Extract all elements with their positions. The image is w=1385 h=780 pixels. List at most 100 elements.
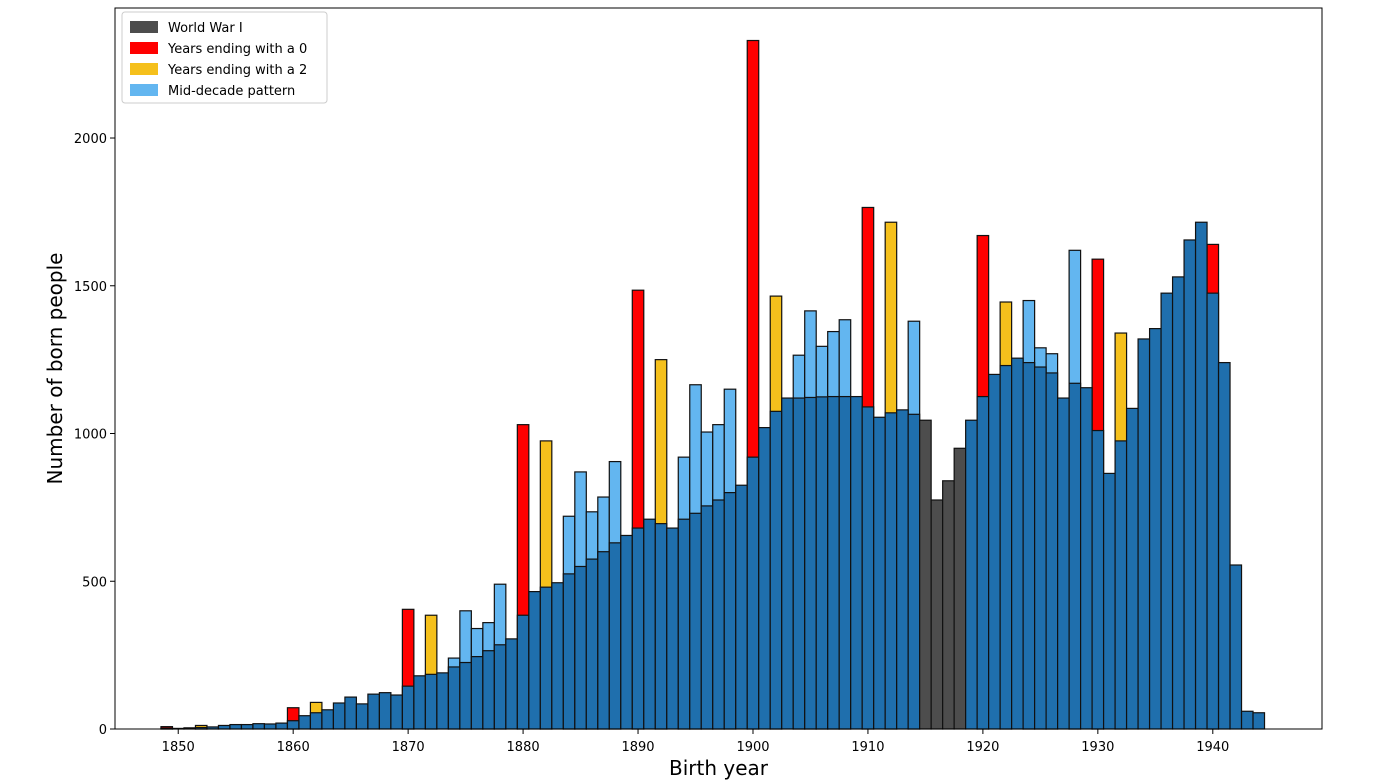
bar-1935 — [1148, 328, 1162, 730]
bar-1930 — [1091, 429, 1105, 730]
bar-1917 — [942, 480, 955, 730]
y-tick-label-2000: 2000 — [74, 132, 107, 147]
bar-1908 — [838, 395, 852, 730]
bar-1866 — [355, 703, 369, 730]
bar-1939 — [1194, 221, 1208, 730]
bar-1887 — [597, 551, 610, 730]
bar-1929 — [1079, 387, 1093, 730]
bar-1906 — [815, 396, 829, 730]
x-tick-label-1880: 1880 — [507, 740, 540, 755]
y-tick-label-1000: 1000 — [74, 428, 107, 443]
bar-1922 — [999, 364, 1013, 730]
bar-1911 — [873, 416, 886, 730]
bar-1923 — [1011, 357, 1024, 730]
x-tick-label-1860: 1860 — [277, 740, 310, 755]
bar-1869 — [390, 694, 403, 730]
bar-1855 — [229, 723, 243, 730]
bar-1940 — [1206, 292, 1220, 730]
bar-1856 — [240, 723, 254, 730]
legend-label-ending_0: Years ending with a 0 — [167, 42, 307, 57]
bar-1877 — [482, 650, 495, 730]
bar-1920 — [976, 395, 990, 730]
bar-1883 — [551, 582, 564, 730]
bar-1932 — [1114, 440, 1128, 730]
bar-1875 — [459, 661, 472, 730]
bar-1942 — [1229, 564, 1243, 730]
y-tick-label-500: 500 — [82, 575, 107, 590]
legend-label-mid_decade: Mid-decade pattern — [168, 84, 295, 99]
bar-1921 — [988, 373, 1001, 730]
bar-1910 — [861, 406, 875, 730]
legend-swatch-ending_2 — [130, 63, 158, 75]
bar-1884 — [562, 573, 576, 730]
y-axis-title: Number of born people — [43, 253, 67, 485]
bar-1896 — [700, 505, 714, 730]
bar-1892 — [654, 523, 668, 730]
bar-1899 — [735, 484, 748, 730]
bar-1916 — [930, 499, 944, 730]
bar-1943 — [1240, 710, 1254, 730]
bar-1867 — [367, 693, 380, 730]
bar-1860 — [286, 720, 300, 730]
bar-1897 — [712, 499, 725, 730]
bar-1861 — [298, 715, 312, 730]
bar-1870 — [401, 685, 415, 730]
bar-1890 — [631, 527, 645, 730]
y-tick-label-0: 0 — [99, 723, 107, 738]
bar-1907 — [827, 395, 840, 730]
bar-1931 — [1102, 472, 1116, 730]
bar-1936 — [1160, 292, 1174, 730]
plot-frame — [114, 7, 1323, 730]
legend-swatch-mid_decade — [130, 84, 158, 96]
bar-1933 — [1125, 407, 1139, 730]
bar-1893 — [666, 527, 679, 730]
bar-1859 — [275, 722, 289, 730]
bar-1871 — [413, 675, 426, 730]
bar-1909 — [850, 395, 863, 730]
bar-1938 — [1183, 239, 1197, 730]
x-tick-label-1850: 1850 — [162, 740, 195, 755]
bar-1863 — [321, 709, 335, 730]
bar-1879 — [505, 638, 518, 730]
bar-1878 — [493, 644, 507, 730]
y-axis: 0 500 1000 1500 2000 — [74, 132, 115, 738]
x-tick-label-1890: 1890 — [621, 740, 654, 755]
legend: World War I Years ending with a 0 Years en… — [121, 11, 328, 104]
bar-1873 — [436, 672, 449, 730]
x-tick-label-1930: 1930 — [1081, 740, 1114, 755]
bar-1885 — [574, 565, 587, 730]
bar-1934 — [1137, 338, 1151, 730]
bar-1918 — [953, 447, 967, 730]
bar-1905 — [804, 396, 817, 730]
bar-1865 — [344, 696, 357, 730]
bar-1927 — [1057, 397, 1070, 730]
bar-1886 — [585, 558, 599, 730]
bar-1903 — [781, 397, 794, 730]
legend-swatch-world_war — [130, 21, 158, 33]
x-axis: 1850 1860 1870 1880 1890 1900 1910 1920 1930 1940 — [162, 729, 1229, 755]
x-tick-label-1910: 1910 — [851, 740, 884, 755]
bar-1915 — [919, 419, 932, 730]
bar-1914 — [907, 413, 921, 730]
bar-1854 — [217, 724, 231, 730]
bar-1880 — [516, 614, 530, 730]
bar-1882 — [539, 586, 553, 730]
bar-1891 — [643, 518, 656, 730]
bar-1889 — [620, 534, 633, 730]
bar-1888 — [608, 542, 622, 730]
bar-1862 — [309, 712, 323, 730]
bar-1876 — [470, 656, 484, 730]
bar-1895 — [689, 512, 702, 730]
x-tick-label-1920: 1920 — [966, 740, 999, 755]
bar-1944 — [1252, 712, 1266, 730]
legend-swatch-ending_0 — [130, 42, 158, 54]
bar-1925 — [1034, 366, 1047, 730]
legend-box — [121, 11, 328, 104]
bar-1904 — [792, 397, 806, 730]
bar-1901 — [758, 426, 771, 730]
bar-1898 — [723, 492, 737, 730]
legend-label-ending_2: Years ending with a 2 — [167, 63, 307, 78]
bar-1913 — [896, 409, 909, 730]
bar-1872 — [424, 673, 438, 730]
